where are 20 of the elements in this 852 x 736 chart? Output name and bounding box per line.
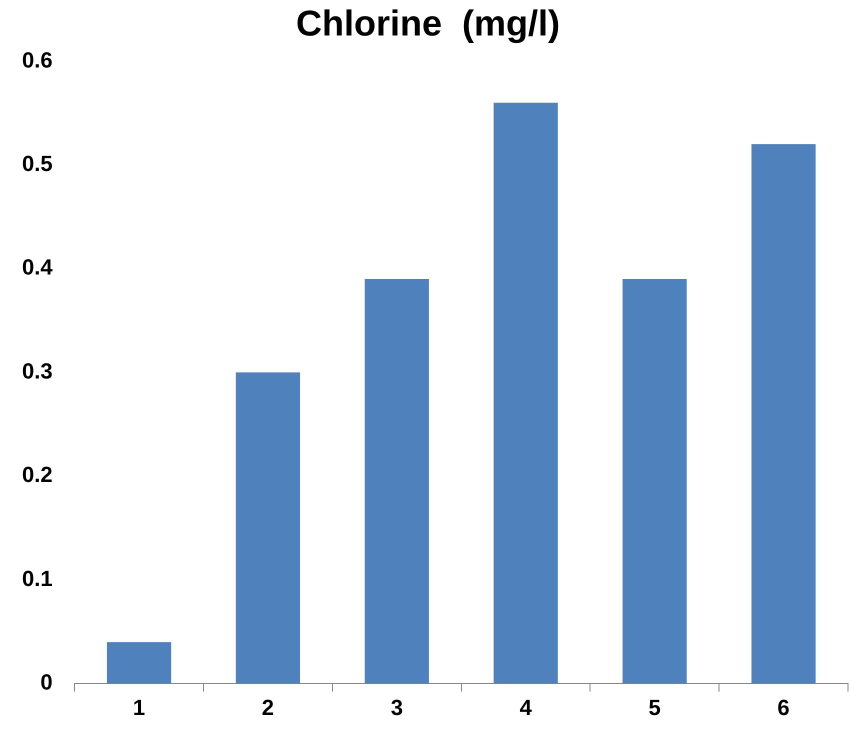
y-tick-label: 0.3 — [22, 358, 53, 384]
x-tick-label: 3 — [390, 694, 403, 720]
bar — [622, 279, 687, 684]
bar — [106, 642, 172, 684]
y-tick-label: 0.5 — [22, 150, 53, 176]
y-tick-label: 0 — [40, 670, 53, 695]
x-tick-label: 6 — [777, 694, 790, 720]
y-tick-label: 0.1 — [22, 566, 53, 591]
x-tick-label: 2 — [262, 694, 274, 720]
bar — [236, 372, 300, 684]
chart-title: Chlorine (mg/l) — [296, 2, 560, 44]
x-tick-label: 1 — [132, 694, 146, 720]
bar — [751, 144, 816, 684]
x-tick-label: 5 — [648, 694, 661, 720]
y-tick-label: 0.2 — [22, 462, 53, 488]
bar — [364, 279, 429, 684]
bar — [494, 102, 558, 684]
x-tick-label: 4 — [520, 694, 533, 720]
y-tick-label: 0.4 — [22, 254, 54, 280]
y-tick-label: 0.6 — [22, 47, 53, 72]
